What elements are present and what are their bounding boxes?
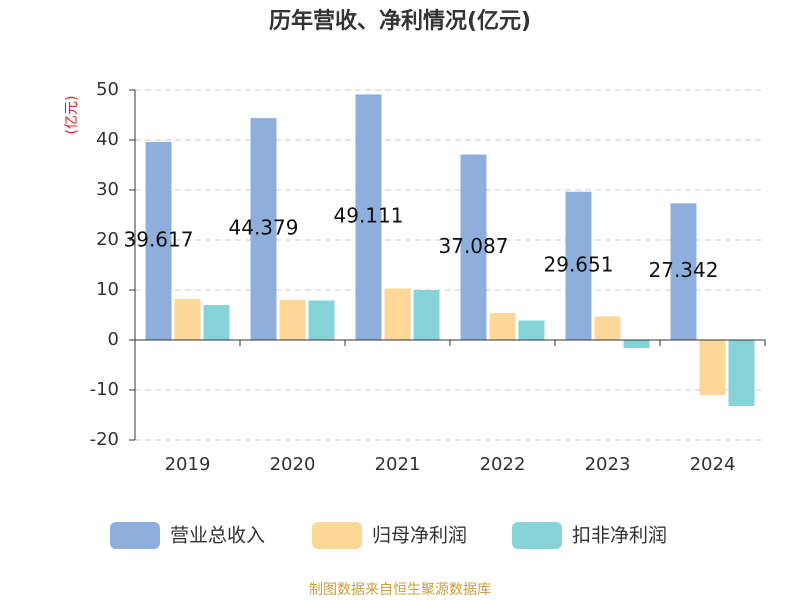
data-label: 37.087 [439,234,509,258]
data-label: 39.617 [124,227,194,251]
y-tick-label: -10 [90,379,119,400]
x-tick-label: 2019 [165,454,211,475]
legend-swatch [312,522,362,549]
bar [203,305,230,340]
bar [145,141,172,340]
bar [174,299,201,340]
legend-swatch [512,522,562,549]
data-label: 29.651 [544,252,614,276]
legend-label: 归母净利润 [372,525,467,547]
bar [250,118,277,340]
bar [355,94,382,340]
bar [460,154,487,340]
y-tick-label: 0 [108,329,119,350]
legend-label: 扣非净利润 [572,525,667,547]
bar [413,290,440,340]
y-tick-label: 30 [96,179,119,200]
x-tick-label: 2024 [690,454,736,475]
bar [518,320,545,340]
legend-label: 营业总收入 [170,525,265,547]
bar [699,340,726,395]
x-tick-label: 2023 [585,454,631,475]
data-label: 49.111 [334,204,404,228]
y-tick-label: 10 [96,279,119,300]
data-label: 27.342 [649,258,719,282]
x-tick-label: 2022 [480,454,526,475]
bar [489,313,516,340]
source-note: 制图数据来自恒生聚源数据库 [309,582,491,598]
bar [728,340,755,406]
bar [279,300,306,340]
legend-swatch [110,522,160,549]
y-tick-label: 20 [96,229,119,250]
chart-title: 历年营收、净利情况(亿元) [269,8,531,34]
bar [565,191,592,340]
bar [308,300,335,340]
bar [384,288,411,340]
bar [594,316,621,340]
y-tick-label: -20 [90,429,119,450]
x-tick-label: 2021 [375,454,421,475]
bar [623,340,650,348]
x-tick-label: 2020 [270,454,316,475]
y-tick-label: 50 [96,79,119,100]
bar [670,203,697,340]
data-label: 44.379 [229,216,299,240]
y-axis-label: (亿元) [64,96,80,135]
y-tick-label: 40 [96,129,119,150]
